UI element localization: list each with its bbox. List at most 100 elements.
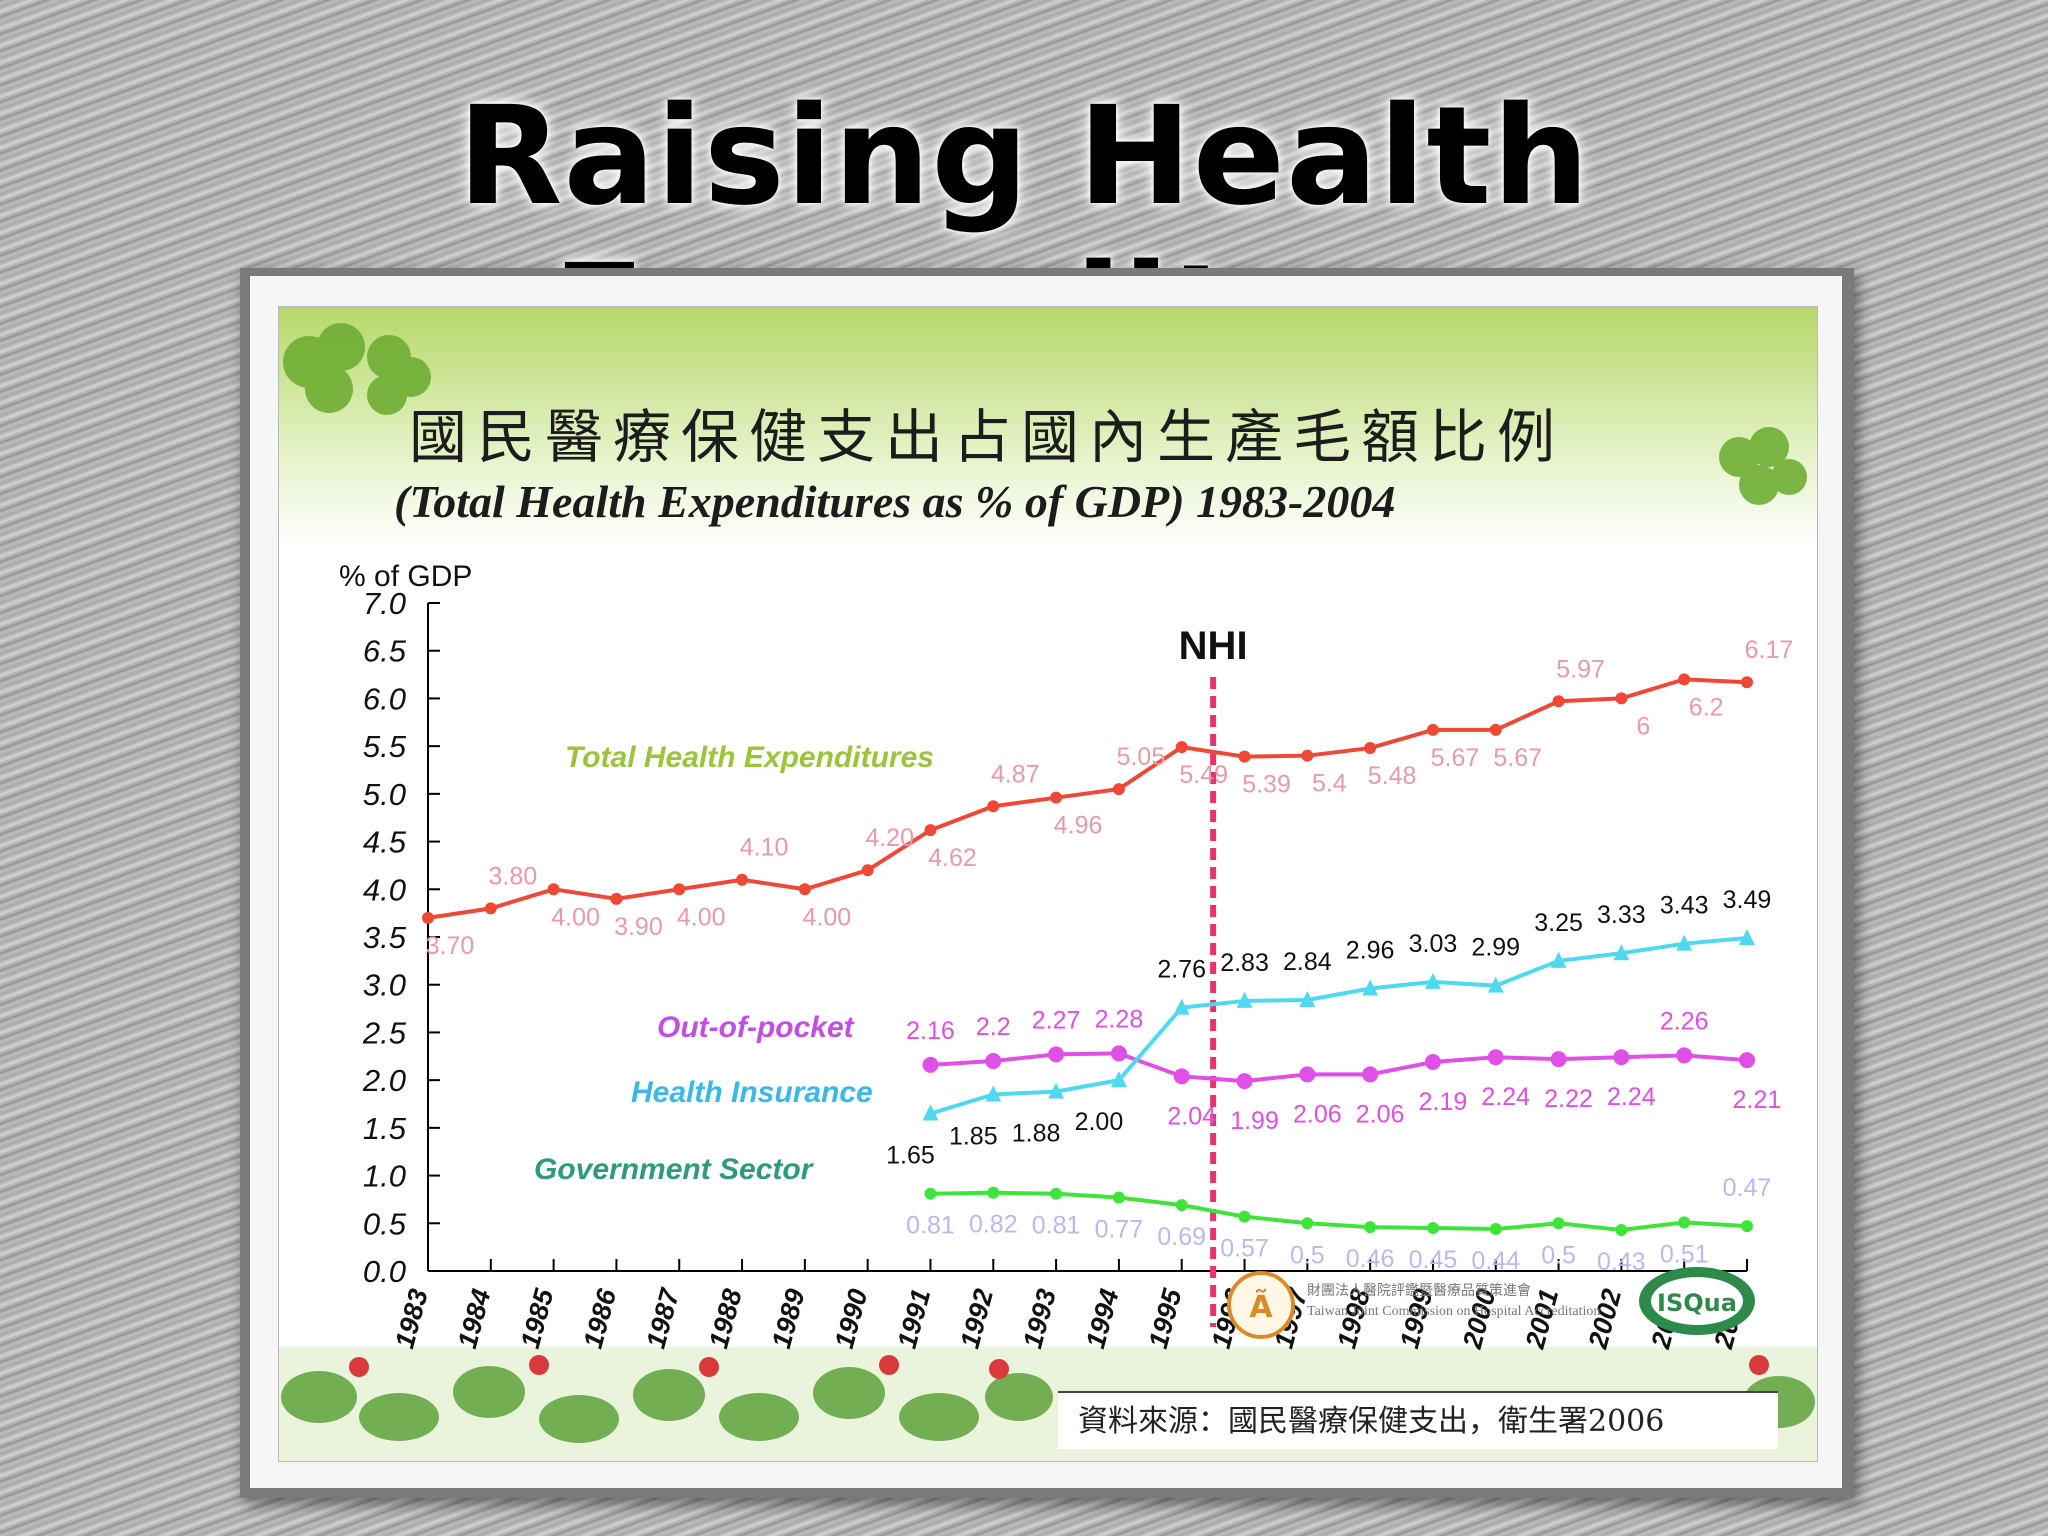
y-tick-label: 6.5 — [363, 634, 407, 669]
out-of-pocket-value-label: 2.24 — [1607, 1083, 1656, 1111]
health-insurance-value-label: 3.43 — [1660, 892, 1709, 920]
total-value-label: 4.62 — [928, 844, 977, 872]
government-value-label: 0.45 — [1409, 1246, 1458, 1274]
y-tick-label: 1.0 — [363, 1159, 406, 1194]
total-point — [1050, 791, 1063, 804]
title-banner — [279, 307, 1817, 547]
y-tick-label: 0.0 — [363, 1254, 406, 1289]
x-tick-label: 1983 — [389, 1286, 434, 1352]
out-of-pocket-point — [1676, 1047, 1693, 1064]
total-value-label: 3.90 — [614, 913, 663, 941]
total-legend-label: Total Health Expenditures — [565, 741, 934, 774]
total-point — [1426, 723, 1439, 736]
government-value-label: 0.47 — [1723, 1174, 1772, 1202]
government-value-label: 0.77 — [1095, 1216, 1144, 1244]
total-point — [1615, 692, 1628, 705]
government-point — [1112, 1191, 1125, 1204]
total-value-label: 4.00 — [803, 903, 852, 931]
health-insurance-value-label: 2.83 — [1220, 949, 1269, 977]
total-value-label: 5.48 — [1368, 762, 1417, 790]
out-of-pocket-value-label: 2.27 — [1032, 1006, 1081, 1034]
health-insurance-point — [1110, 1071, 1127, 1088]
total-value-label: 3.70 — [426, 932, 475, 960]
source-note: 資料來源：國民醫療保健支出，衛生署2006 — [1058, 1391, 1778, 1449]
out-of-pocket-value-label: 2.19 — [1419, 1088, 1468, 1116]
out-of-pocket-value-label: 2.28 — [1095, 1005, 1144, 1033]
health-insurance-point — [922, 1104, 939, 1121]
total-value-label: 4.96 — [1054, 812, 1103, 840]
government-point — [1364, 1221, 1377, 1234]
government-point — [987, 1186, 1000, 1199]
y-axis-title: % of GDP — [339, 560, 472, 593]
total-point — [484, 902, 497, 915]
government-point — [924, 1187, 937, 1200]
out-of-pocket-point — [1236, 1073, 1253, 1090]
out-of-pocket-value-label: 2.16 — [906, 1017, 955, 1045]
health-insurance-point — [1739, 928, 1755, 945]
government-point — [1301, 1217, 1314, 1230]
government-value-label: 0.81 — [906, 1212, 955, 1240]
health-insurance-value-label: 2.00 — [1075, 1108, 1124, 1136]
total-point — [924, 824, 937, 837]
out-of-pocket-point — [1550, 1051, 1567, 1068]
health-insurance-point — [985, 1085, 1002, 1102]
clover-decoration-icon — [1719, 427, 1807, 505]
x-tick-label: 1994 — [1080, 1286, 1125, 1352]
total-point — [1112, 783, 1125, 796]
chart-subtitle: (Total Health Expenditures as % of GDP) … — [394, 476, 1395, 527]
out-of-pocket-value-label: 2.26 — [1660, 1007, 1709, 1035]
total-value-label: 5.67 — [1493, 744, 1542, 772]
y-tick-label: 0.5 — [363, 1206, 407, 1241]
health-insurance-point — [1362, 979, 1379, 996]
total-point — [1364, 742, 1377, 755]
out-of-pocket-point — [985, 1053, 1002, 1070]
x-tick-label: 1987 — [641, 1284, 686, 1352]
total-point — [987, 800, 1000, 813]
government-value-label: 0.69 — [1157, 1223, 1206, 1251]
health-insurance-value-label: 1.85 — [949, 1122, 998, 1150]
total-value-label: 4.20 — [865, 824, 914, 852]
government-point — [1050, 1187, 1063, 1200]
total-point — [861, 864, 874, 877]
insurance-legend-label: Health Insurance — [631, 1076, 873, 1109]
health-insurance-value-label: 3.03 — [1409, 930, 1458, 958]
out-of-pocket-value-label: 2.21 — [1733, 1086, 1782, 1114]
government-point — [1678, 1216, 1691, 1229]
health-insurance-point — [1424, 972, 1441, 989]
out-of-pocket-value-label: 2.06 — [1356, 1100, 1405, 1128]
total-point — [1741, 676, 1753, 689]
x-tick-label: 2002 — [1582, 1286, 1627, 1353]
out-of-pocket-value-label: 1.99 — [1230, 1107, 1279, 1135]
out-of-pocket-point — [1299, 1066, 1316, 1083]
total-value-label: 5.05 — [1117, 743, 1166, 771]
health-insurance-value-label: 3.49 — [1723, 886, 1772, 914]
government-value-label: 0.5 — [1541, 1241, 1576, 1269]
health-insurance-value-label: 3.25 — [1534, 909, 1583, 937]
health-insurance-value-label: 2.76 — [1157, 956, 1206, 984]
y-tick-label: 4.5 — [363, 825, 407, 860]
government-point — [1615, 1223, 1628, 1236]
out-of-pocket-value-label: 2.22 — [1544, 1085, 1593, 1113]
x-tick-label: 1989 — [766, 1286, 811, 1352]
total-value-label: 5.4 — [1312, 770, 1347, 798]
y-tick-label: 4.0 — [363, 872, 406, 907]
total-value-label: 3.80 — [488, 862, 537, 890]
y-tick-label: 5.0 — [363, 777, 406, 812]
government-value-label: 0.51 — [1660, 1240, 1709, 1268]
total-point — [736, 873, 749, 886]
chart-title: 國民醫療保健支出占國內生產毛額比例 — [409, 403, 1565, 471]
x-tick-label: 1995 — [1143, 1285, 1188, 1352]
y-tick-label: 3.0 — [363, 968, 406, 1003]
out-of-pocket-series-line — [930, 1051, 1748, 1084]
health-insurance-point — [1676, 934, 1693, 951]
government-value-label: 0.81 — [1032, 1212, 1081, 1240]
total-value-label: 5.49 — [1179, 761, 1228, 789]
y-tick-label: 2.5 — [362, 1015, 407, 1050]
health-insurance-value-label: 2.96 — [1346, 937, 1395, 965]
total-point — [422, 911, 434, 924]
y-tick-label: 2.0 — [362, 1063, 406, 1098]
out-of-pocket-point — [1173, 1068, 1190, 1085]
total-point — [1238, 750, 1251, 763]
government-value-label: 0.43 — [1597, 1248, 1646, 1276]
x-tick-label: 1993 — [1017, 1286, 1062, 1352]
